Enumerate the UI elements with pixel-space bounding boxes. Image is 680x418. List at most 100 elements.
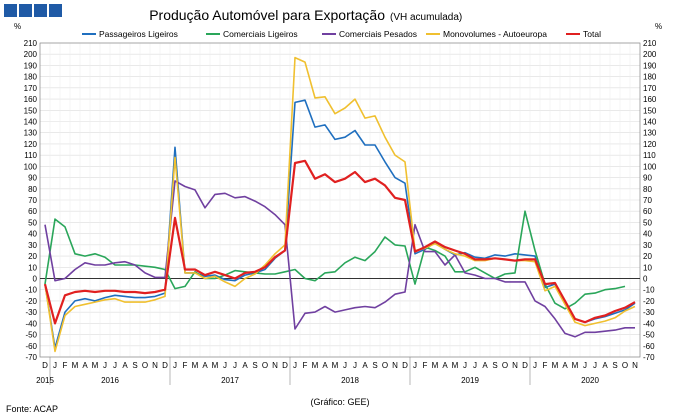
y-tick-label-right: 60 bbox=[643, 207, 652, 216]
x-tick-label: J bbox=[173, 361, 177, 370]
x-tick-label: J bbox=[463, 361, 467, 370]
x-tick-label: N bbox=[512, 361, 518, 370]
x-tick-label: J bbox=[583, 361, 587, 370]
x-tick-label: J bbox=[413, 361, 417, 370]
y-tick-label-right: 210 bbox=[643, 39, 657, 48]
x-tick-label: A bbox=[602, 361, 608, 370]
y-tick-label-right: 90 bbox=[643, 174, 652, 183]
x-tick-label: O bbox=[382, 361, 388, 370]
x-tick-label: J bbox=[113, 361, 117, 370]
year-label: 2017 bbox=[221, 376, 239, 385]
x-tick-label: M bbox=[192, 361, 199, 370]
y-tick-label-left: -60 bbox=[25, 342, 37, 351]
x-tick-label: M bbox=[92, 361, 99, 370]
x-tick-label: J bbox=[353, 361, 357, 370]
logo-square bbox=[19, 4, 32, 17]
year-label: 2020 bbox=[581, 376, 599, 385]
y-tick-label-right: 170 bbox=[643, 84, 657, 93]
axes: -70 -70 -60 -60 -50 -50 -40 -40 -30 -30 -20 -20 -10 -… bbox=[14, 22, 662, 385]
legend-label: Comerciais Pesados bbox=[339, 29, 417, 39]
x-tick-label: J bbox=[293, 361, 297, 370]
y-tick-label-left: 190 bbox=[24, 61, 38, 70]
x-tick-label: F bbox=[423, 361, 428, 370]
logo-square bbox=[4, 4, 17, 17]
x-tick-label: O bbox=[262, 361, 268, 370]
logo-square bbox=[34, 4, 47, 17]
x-tick-label: M bbox=[332, 361, 339, 370]
y-axis-label-left: % bbox=[14, 22, 21, 31]
y-tick-label-right: 130 bbox=[643, 129, 657, 138]
x-tick-label: J bbox=[593, 361, 597, 370]
y-tick-label-right: 0 bbox=[643, 275, 648, 284]
y-tick-label-right: 110 bbox=[643, 151, 656, 160]
y-tick-label-left: 200 bbox=[24, 50, 38, 59]
x-tick-label: S bbox=[252, 361, 257, 370]
logo-square bbox=[49, 4, 62, 17]
y-tick-label-left: 10 bbox=[28, 263, 37, 272]
series-line bbox=[44, 210, 626, 310]
y-tick-label-right: 200 bbox=[643, 50, 657, 59]
x-tick-label: A bbox=[362, 361, 368, 370]
x-tick-label: A bbox=[242, 361, 248, 370]
x-tick-label: M bbox=[572, 361, 579, 370]
x-tick-label: N bbox=[152, 361, 158, 370]
x-tick-label: A bbox=[322, 361, 328, 370]
x-tick-label: J bbox=[473, 361, 477, 370]
y-tick-label-right: -20 bbox=[643, 297, 655, 306]
y-tick-label-left: -50 bbox=[25, 331, 37, 340]
x-tick-label: J bbox=[533, 361, 537, 370]
legend-label: Passageiros Ligeiros bbox=[99, 29, 178, 39]
y-tick-label-right: 100 bbox=[643, 162, 657, 171]
y-tick-label-right: 80 bbox=[643, 185, 652, 194]
y-tick-label-left: 150 bbox=[24, 106, 38, 115]
x-tick-label: A bbox=[82, 361, 88, 370]
y-tick-label-right: 70 bbox=[643, 196, 652, 205]
grid bbox=[39, 42, 641, 358]
x-tick-label: N bbox=[272, 361, 278, 370]
y-tick-label-right: 120 bbox=[643, 140, 657, 149]
series-layer bbox=[43, 56, 636, 353]
x-tick-label: S bbox=[372, 361, 377, 370]
x-tick-label: M bbox=[72, 361, 79, 370]
y-tick-label-left: 130 bbox=[24, 129, 38, 138]
x-tick-label: S bbox=[492, 361, 497, 370]
x-tick-label: A bbox=[122, 361, 128, 370]
y-tick-label-left: 60 bbox=[28, 207, 37, 216]
y-tick-label-left: 170 bbox=[24, 84, 38, 93]
chart-credit: (Gráfico: GEE) bbox=[310, 397, 369, 407]
y-tick-label-right: -50 bbox=[643, 331, 655, 340]
x-tick-label: A bbox=[562, 361, 568, 370]
series-line bbox=[44, 56, 636, 353]
legend-label: Comerciais Ligeiros bbox=[223, 29, 298, 39]
y-tick-label-right: 150 bbox=[643, 106, 657, 115]
y-tick-label-right: 180 bbox=[643, 73, 657, 82]
y-tick-label-left: -30 bbox=[25, 308, 37, 317]
x-tick-label: M bbox=[312, 361, 319, 370]
x-tick-label: M bbox=[452, 361, 459, 370]
x-tick-label: J bbox=[103, 361, 107, 370]
y-tick-label-left: 30 bbox=[28, 241, 37, 250]
x-tick-label: A bbox=[202, 361, 208, 370]
y-tick-label-right: -60 bbox=[643, 342, 655, 351]
y-tick-label-right: 50 bbox=[643, 218, 652, 227]
y-tick-label-left: -40 bbox=[25, 319, 37, 328]
x-tick-label: D bbox=[42, 361, 48, 370]
y-tick-label-right: 160 bbox=[643, 95, 657, 104]
x-tick-label: M bbox=[212, 361, 219, 370]
x-tick-label: A bbox=[482, 361, 488, 370]
x-tick-label: F bbox=[183, 361, 188, 370]
year-label: 2015 bbox=[36, 376, 54, 385]
y-tick-label-left: 100 bbox=[24, 162, 38, 171]
series-line bbox=[43, 159, 636, 325]
y-tick-label-right: 20 bbox=[643, 252, 652, 261]
chart-title: Produção Automóvel para Exportação bbox=[149, 7, 385, 23]
y-tick-label-left: 140 bbox=[24, 118, 38, 127]
y-tick-label-left: 80 bbox=[28, 185, 37, 194]
x-tick-label: M bbox=[432, 361, 439, 370]
x-tick-label: O bbox=[622, 361, 628, 370]
series-line bbox=[44, 180, 635, 338]
x-tick-label: S bbox=[612, 361, 617, 370]
x-tick-label: N bbox=[632, 361, 638, 370]
y-tick-label-left: 90 bbox=[28, 174, 37, 183]
legend: Passageiros Ligeiros Comerciais Ligeiros C… bbox=[82, 29, 601, 39]
